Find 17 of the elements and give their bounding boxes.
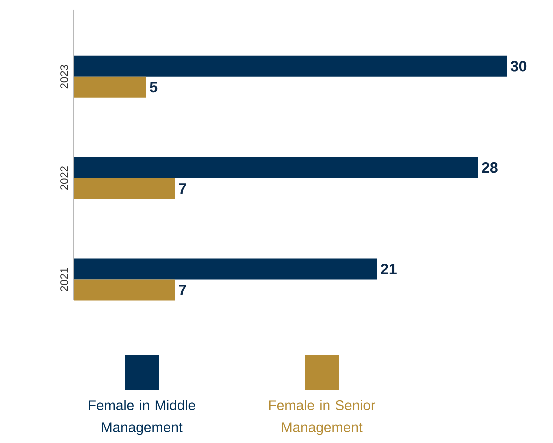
y-tick-label: 2022 — [60, 166, 68, 190]
text: Female in Senior Management — [269, 400, 376, 436]
bar — [74, 56, 507, 77]
data-label: 7 — [179, 285, 186, 296]
bar — [74, 76, 146, 98]
bar — [74, 280, 176, 301]
data-label: 21 — [381, 264, 397, 274]
data-label: 5 — [150, 82, 158, 93]
bar — [74, 178, 176, 200]
bar — [74, 157, 478, 178]
data-label: 28 — [482, 162, 498, 174]
y-tick-label: 2021 — [60, 268, 68, 292]
data-label: 7 — [179, 184, 186, 194]
data-label: 30 — [510, 61, 527, 72]
text: Female in Middle Management — [89, 400, 196, 436]
y-tick-label: 2023 — [60, 65, 68, 89]
bar — [74, 258, 378, 280]
